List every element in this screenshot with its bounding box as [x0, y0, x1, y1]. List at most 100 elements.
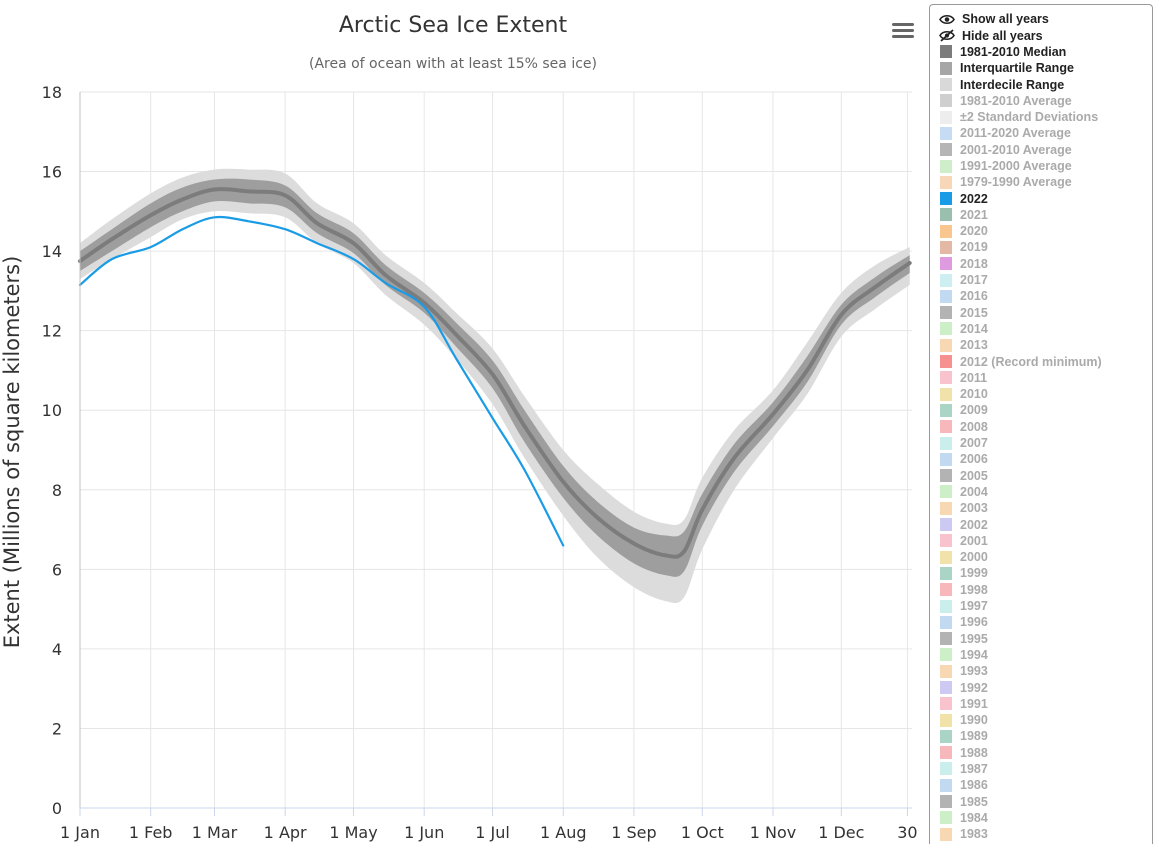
legend-item[interactable]: 1988 — [938, 745, 1152, 761]
legend-item[interactable]: 2011 — [938, 370, 1152, 386]
legend-item[interactable]: 2015 — [938, 305, 1152, 321]
show-all-years-button[interactable]: Show all years — [938, 11, 1152, 27]
legend-item[interactable]: 1998 — [938, 582, 1152, 598]
legend-item[interactable]: 2019 — [938, 239, 1152, 255]
legend-swatch — [940, 664, 952, 678]
legend-item[interactable]: 1999 — [938, 565, 1152, 581]
legend-item-label: 2005 — [960, 468, 988, 483]
legend-item-label: 1979-1990 Average — [960, 175, 1072, 190]
legend-item[interactable]: 2012 (Record minimum) — [938, 353, 1152, 369]
legend-item[interactable]: 2017 — [938, 272, 1152, 288]
legend-swatch — [940, 697, 952, 711]
legend-item[interactable]: 2009 — [938, 402, 1152, 418]
legend-item[interactable]: 2003 — [938, 500, 1152, 516]
legend-item[interactable]: 2001 — [938, 533, 1152, 549]
legend-item-label: 2016 — [960, 289, 988, 304]
legend-item[interactable]: 2020 — [938, 223, 1152, 239]
y-tick-label: 0 — [52, 799, 62, 818]
legend-item[interactable]: 2011-2020 Average — [938, 125, 1152, 141]
legend-swatch — [940, 94, 952, 108]
legend-item[interactable]: 1986 — [938, 777, 1152, 793]
y-tick-label: 6 — [52, 560, 62, 579]
legend-item-label: 2019 — [960, 240, 988, 255]
legend-item[interactable]: 1981-2010 Average — [938, 93, 1152, 109]
legend-item[interactable]: 2005 — [938, 468, 1152, 484]
legend-swatch — [940, 599, 952, 613]
year-2022-line[interactable] — [78, 215, 565, 547]
legend-item[interactable]: 1992 — [938, 679, 1152, 695]
legend-item[interactable]: 1983 — [938, 826, 1152, 842]
legend-item[interactable]: 2014 — [938, 321, 1152, 337]
legend-swatch — [940, 501, 952, 515]
legend-item[interactable]: 2004 — [938, 484, 1152, 500]
legend-item[interactable]: 2002 — [938, 516, 1152, 532]
legend-item[interactable]: 1991 — [938, 696, 1152, 712]
legend-item[interactable]: 2018 — [938, 256, 1152, 272]
legend-item[interactable]: 1997 — [938, 598, 1152, 614]
legend-swatch — [940, 452, 952, 466]
legend-item[interactable]: 2007 — [938, 435, 1152, 451]
legend-item[interactable]: 2008 — [938, 419, 1152, 435]
legend-swatch — [940, 143, 952, 157]
legend-swatch — [940, 795, 952, 809]
x-tick-label: 1 Dec — [818, 823, 864, 842]
legend-item[interactable]: 2021 — [938, 207, 1152, 223]
legend-item[interactable]: Interdecile Range — [938, 76, 1152, 92]
legend-item[interactable]: 2010 — [938, 386, 1152, 402]
legend-item[interactable]: 1995 — [938, 630, 1152, 646]
legend-swatch — [940, 827, 952, 841]
legend-item-label: 1981-2010 Median — [960, 44, 1067, 59]
legend-item-label: 1984 — [960, 810, 988, 825]
legend-item[interactable]: 1993 — [938, 663, 1152, 679]
legend-swatch — [940, 746, 952, 760]
legend-item[interactable]: 2006 — [938, 451, 1152, 467]
chart-menu-button[interactable] — [890, 20, 916, 40]
legend-item-label: 1990 — [960, 713, 988, 728]
legend-item[interactable]: 2001-2010 Average — [938, 142, 1152, 158]
legend-item-label: 1999 — [960, 566, 988, 581]
legend-item[interactable]: 1990 — [938, 712, 1152, 728]
legend-item[interactable]: 1979-1990 Average — [938, 174, 1152, 190]
legend-item-label: 1983 — [960, 827, 988, 842]
legend-control-label: Show all years — [962, 12, 1049, 27]
legend-item[interactable]: Interquartile Range — [938, 60, 1152, 76]
legend-swatch — [940, 322, 952, 336]
legend-swatch — [940, 192, 952, 206]
legend-item-label: 2020 — [960, 224, 988, 239]
hide-all-years-button[interactable]: Hide all years — [938, 27, 1152, 43]
legend-item-label: 2021 — [960, 207, 988, 222]
legend-item[interactable]: 1991-2000 Average — [938, 158, 1152, 174]
x-tick-label: 1 Nov — [750, 823, 797, 842]
legend-item-label: ±2 Standard Deviations — [960, 110, 1099, 125]
legend-item-label: 1995 — [960, 631, 988, 646]
legend-item[interactable]: 2013 — [938, 337, 1152, 353]
legend-item[interactable]: 1981-2010 Median — [938, 44, 1152, 60]
legend-panel: Show all years Hide all years 1981-2010 Me… — [929, 4, 1153, 844]
legend-swatch — [940, 387, 952, 401]
legend-item-label: 2007 — [960, 436, 988, 451]
legend-item[interactable]: 2016 — [938, 288, 1152, 304]
legend-item[interactable]: ±2 Standard Deviations — [938, 109, 1152, 125]
legend-item[interactable]: 1996 — [938, 614, 1152, 630]
legend-swatch — [940, 371, 952, 385]
legend-item[interactable]: 2022 — [938, 190, 1152, 206]
legend-item-label: 2017 — [960, 273, 988, 288]
legend-item[interactable]: 2000 — [938, 549, 1152, 565]
legend-swatch — [940, 436, 952, 450]
legend-item[interactable]: 1987 — [938, 761, 1152, 777]
legend-swatch — [940, 583, 952, 597]
legend-item-label: 2009 — [960, 403, 988, 418]
legend-item[interactable]: 1985 — [938, 793, 1152, 809]
legend-item[interactable]: 1984 — [938, 810, 1152, 826]
median-line[interactable] — [78, 187, 912, 559]
legend-swatch — [940, 110, 952, 124]
legend-swatch — [940, 615, 952, 629]
legend-item-label: 1997 — [960, 599, 988, 614]
legend-item[interactable]: 1989 — [938, 728, 1152, 744]
legend-item-label: 2001 — [960, 533, 988, 548]
legend-item-label: 2003 — [960, 501, 988, 516]
legend-item[interactable]: 1994 — [938, 647, 1152, 663]
x-tick-label: 1 Feb — [129, 823, 173, 842]
legend-item-label: 2022 — [960, 191, 988, 206]
y-tick-label: 8 — [52, 481, 62, 500]
